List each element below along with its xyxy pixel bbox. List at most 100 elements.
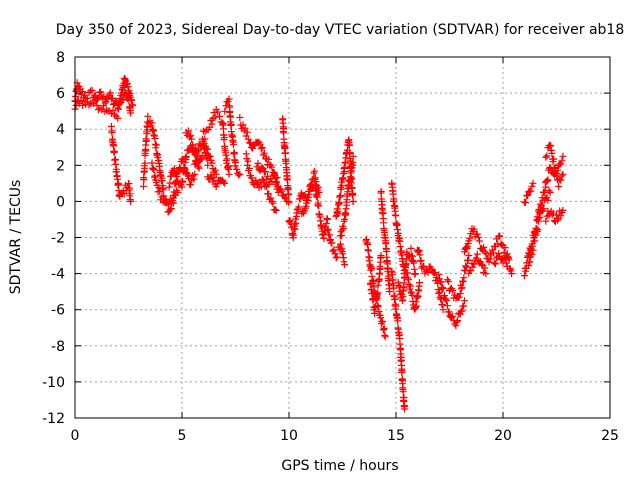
data-point [91,96,99,104]
data-point [542,183,550,191]
data-point [412,302,420,310]
data-point [257,145,265,153]
data-point [550,155,558,163]
data-point [324,215,331,223]
data-point [460,302,468,310]
data-point [490,259,498,267]
data-point [558,172,566,180]
data-point [486,255,494,263]
data-point [559,206,567,214]
data-point [444,277,452,285]
data-point [555,183,563,190]
data-point [461,297,468,305]
data-point [501,244,509,252]
data-point [281,143,289,150]
data-point [140,176,148,184]
data-point [501,255,509,263]
data-point [208,159,216,167]
data-point [79,88,86,96]
data-point [166,179,174,187]
data-point [168,199,176,206]
data-point [214,108,222,116]
data-point [330,246,338,254]
data-point [140,182,147,190]
data-point [235,171,243,179]
data-point [291,225,299,233]
data-point [520,272,528,280]
data-point [335,200,343,207]
data-point [349,197,357,205]
data-point [407,244,415,252]
data-point [314,183,322,191]
data-point [456,290,464,297]
data-point [79,101,86,109]
data-point [190,175,198,183]
data-point [193,149,201,157]
data-point [465,252,473,259]
data-point [524,191,532,199]
data-point [115,180,122,188]
data-point [265,190,273,198]
data-point [466,234,474,242]
data-point [248,174,256,182]
data-point [379,318,386,326]
data-point [437,278,445,286]
data-point [544,196,552,204]
data-point [123,95,131,103]
data-point [405,281,413,289]
data-point [148,159,156,167]
data-point [112,97,120,105]
data-point [216,112,223,120]
data-point [481,264,489,272]
data-point [225,95,233,103]
data-point [254,159,262,167]
data-point [307,180,315,188]
data-point [482,270,490,278]
data-point [380,324,388,332]
data-point [347,167,355,175]
data-point [220,134,228,142]
data-point [399,293,407,301]
x-tick-label: 15 [387,428,405,444]
data-point [243,128,251,136]
data-point [333,253,341,261]
data-point [533,227,541,235]
data-point [244,135,252,143]
data-point [545,187,553,195]
data-point [367,279,375,287]
data-point [204,145,212,153]
x-tick-label: 10 [280,428,298,444]
data-point [281,149,289,157]
data-point [189,141,197,149]
data-point [187,131,195,139]
data-point [311,167,319,175]
data-point [142,137,150,145]
data-point [88,86,96,94]
chart-title: Day 350 of 2023, Sidereal Day-to-day VTE… [56,22,625,38]
data-point [386,288,394,296]
data-point [543,193,551,201]
data-point [115,105,122,113]
data-point [558,157,566,165]
data-point [392,302,400,310]
x-tick-label: 20 [494,428,512,444]
data-point [159,184,167,192]
data-point [315,202,323,210]
y-tick-label: -10 [42,375,65,391]
data-point [544,176,552,184]
x-axis-label: GPS time / hours [281,458,398,474]
data-point [77,97,85,104]
data-point [469,263,477,271]
data-point [346,141,353,149]
data-point [349,158,357,166]
data-point [375,276,383,284]
data-point [306,181,314,189]
data-point [470,225,478,233]
data-point [508,270,516,278]
data-point [230,141,237,149]
data-point [439,285,447,293]
data-point [529,246,537,254]
data-point [377,314,385,322]
data-point [374,289,382,297]
data-point [220,178,228,186]
